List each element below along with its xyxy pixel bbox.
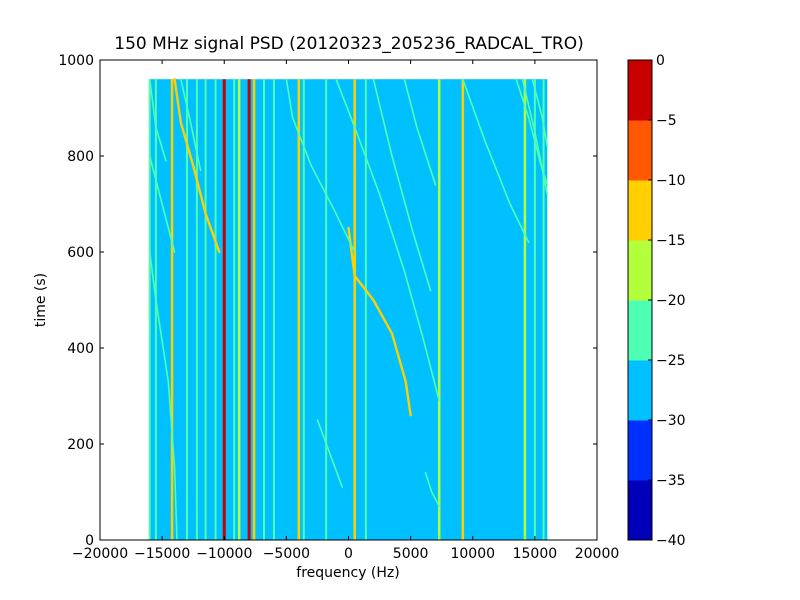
x-tick-label: 20000	[575, 546, 620, 562]
colorbar-segment	[628, 240, 652, 301]
vertical-line-4	[195, 79, 198, 540]
x-tick-label: −5000	[263, 546, 310, 562]
colorbar-segment	[628, 480, 652, 541]
track-1	[347, 226, 412, 417]
x-tick-label: −10000	[196, 546, 252, 562]
vertical-line-20	[461, 79, 465, 540]
vertical-line-7	[222, 79, 226, 540]
colorbar-tick-label: −10	[656, 173, 686, 189]
colorbar-tick-label: 0	[656, 53, 665, 69]
colorbar-tick-label: −15	[656, 233, 686, 249]
vertical-line-14	[297, 79, 301, 540]
x-tick-label: −15000	[134, 546, 190, 562]
colorbar-tick-label: −25	[656, 353, 686, 369]
track-10	[462, 78, 530, 244]
colorbar: −40 −35 −30 −25 −20 −15 −10 −5 0	[627, 53, 686, 549]
track-9	[403, 78, 437, 186]
y-tick-label: 200	[67, 437, 94, 453]
track-7	[180, 78, 202, 172]
colorbar-tick-label: −35	[656, 473, 686, 489]
y-tick-label: 400	[67, 341, 94, 357]
y-axis: 0 200 400 600 800 1000	[58, 53, 597, 549]
track-3	[335, 78, 440, 402]
vertical-line-1	[154, 79, 157, 540]
vertical-line-15	[302, 79, 305, 540]
heatmap-layer	[148, 78, 549, 541]
colorbar-segment	[628, 360, 652, 421]
vertical-line-3	[185, 79, 188, 540]
vertical-line-8	[233, 79, 236, 540]
vertical-line-9	[237, 79, 241, 540]
vertical-line-17	[353, 79, 356, 540]
vertical-line-0	[148, 79, 151, 540]
x-tick-label: 5000	[393, 546, 429, 562]
plot-area: −20000 −15000 −10000 −5000 0 5000 10000 15000 20…	[58, 53, 619, 562]
x-tick-label: 0	[344, 546, 353, 562]
y-axis-label: time (s)	[33, 273, 49, 327]
colorbar-tick-label: −5	[656, 113, 677, 129]
y-tick-label: 800	[67, 149, 94, 165]
vertical-line-21	[523, 79, 527, 540]
vertical-line-12	[263, 79, 266, 540]
colorbar-segment	[628, 60, 652, 121]
chart-title: 150 MHz signal PSD (20120323_205236_RADC…	[114, 34, 583, 54]
vertical-line-10	[247, 79, 251, 540]
vertical-line-18	[364, 79, 367, 540]
track-14	[316, 419, 344, 488]
x-tick-label: −20000	[72, 546, 128, 562]
colorbar-tick-label: −20	[656, 293, 686, 309]
vertical-line-23	[542, 79, 545, 540]
track-5	[148, 78, 167, 162]
colorbar-tick-label: −30	[656, 413, 686, 429]
track-2	[285, 78, 356, 253]
y-tick-label: 600	[67, 245, 94, 261]
vertical-line-22	[533, 79, 536, 540]
track-15	[424, 472, 440, 508]
vertical-line-16	[325, 79, 328, 540]
track-8	[372, 78, 432, 292]
track-6	[148, 251, 178, 541]
vertical-line-5	[204, 79, 207, 540]
x-axis-label: frequency (Hz)	[296, 565, 399, 581]
colorbar-segment	[628, 300, 652, 361]
colorbar-tick-label: −40	[656, 533, 686, 549]
colorbar-segment	[628, 120, 652, 181]
y-tick-label: 1000	[58, 53, 94, 69]
x-tick-label: 15000	[513, 546, 558, 562]
track-0	[173, 78, 221, 254]
vertical-line-19	[437, 79, 441, 540]
vertical-line-2	[170, 79, 174, 540]
colorbar-segment	[628, 420, 652, 481]
colorbar-segment	[628, 180, 652, 241]
x-tick-label: 10000	[450, 546, 495, 562]
vertical-line-13	[272, 79, 275, 540]
track-13	[531, 78, 549, 148]
track-12	[521, 78, 549, 196]
x-axis: −20000 −15000 −10000 −5000 0 5000 10000 15000 20…	[72, 60, 619, 562]
vertical-line-11	[252, 79, 256, 540]
track-4	[148, 155, 176, 253]
y-tick-label: 0	[85, 533, 94, 549]
vertical-line-6	[214, 79, 217, 540]
